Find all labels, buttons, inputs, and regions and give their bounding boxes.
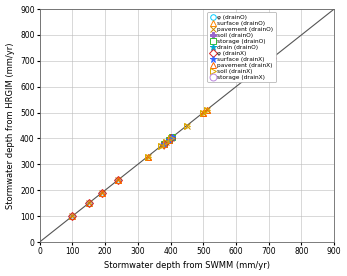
Line: storage (drainO): storage (drainO) bbox=[161, 134, 175, 147]
pavement (drainO) bbox=[116, 178, 120, 182]
pavement (drainO) bbox=[87, 201, 91, 205]
Line: φ (drainX): φ (drainX) bbox=[69, 55, 275, 219]
pavement (drainO) bbox=[201, 111, 205, 114]
pavement (drainO) bbox=[204, 108, 209, 112]
φ (drainX) bbox=[168, 137, 172, 140]
φ (drainO) bbox=[100, 191, 104, 195]
pavement (drainX) bbox=[162, 142, 166, 145]
φ (drainO) bbox=[270, 57, 274, 60]
drain (drainO) bbox=[162, 142, 166, 145]
φ (drainX) bbox=[162, 142, 166, 145]
Line: φ (drainO): φ (drainO) bbox=[69, 55, 275, 219]
φ (drainO) bbox=[116, 178, 120, 182]
Line: soil (drainO): soil (drainO) bbox=[161, 136, 173, 147]
soil (drainX) bbox=[185, 124, 189, 127]
soil (drainX) bbox=[168, 137, 172, 140]
surface (drainO) bbox=[87, 201, 91, 205]
φ (drainX) bbox=[270, 57, 274, 60]
φ (drainX) bbox=[116, 178, 120, 182]
pavement (drainO) bbox=[270, 57, 274, 60]
soil (drainX) bbox=[159, 145, 163, 148]
surface (drainO) bbox=[162, 142, 166, 145]
drain (drainO) bbox=[167, 138, 171, 141]
surface (drainO) bbox=[70, 214, 74, 218]
surface (drainX) bbox=[162, 142, 166, 145]
drain (drainO) bbox=[170, 136, 174, 139]
φ (drainO) bbox=[70, 214, 74, 218]
Line: pavement (drainX): pavement (drainX) bbox=[98, 107, 210, 196]
surface (drainX) bbox=[170, 136, 174, 139]
pavement (drainO) bbox=[145, 155, 150, 158]
Legend: φ (drainO), surface (drainO), pavement (drainO), soil (drainO), storage (drainO): φ (drainO), surface (drainO), pavement (… bbox=[208, 12, 276, 83]
storage (drainO) bbox=[167, 138, 171, 141]
pavement (drainO) bbox=[185, 124, 189, 127]
pavement (drainX) bbox=[116, 178, 120, 182]
φ (drainX) bbox=[100, 191, 104, 195]
surface (drainO) bbox=[145, 155, 150, 158]
surface (drainO) bbox=[100, 191, 104, 195]
pavement (drainO) bbox=[168, 137, 172, 140]
soil (drainO) bbox=[167, 138, 171, 141]
Line: drain (drainO): drain (drainO) bbox=[160, 134, 176, 147]
φ (drainO) bbox=[162, 142, 166, 145]
soil (drainX) bbox=[201, 111, 205, 114]
pavement (drainX) bbox=[145, 155, 150, 158]
pavement (drainX) bbox=[100, 191, 104, 195]
surface (drainO) bbox=[270, 57, 274, 60]
surface (drainO) bbox=[201, 111, 205, 114]
φ (drainX) bbox=[87, 201, 91, 205]
surface (drainO) bbox=[167, 138, 171, 141]
pavement (drainX) bbox=[204, 108, 209, 112]
soil (drainX) bbox=[145, 155, 150, 158]
Line: surface (drainX): surface (drainX) bbox=[160, 134, 176, 147]
Line: surface (drainO): surface (drainO) bbox=[69, 55, 275, 219]
soil (drainX) bbox=[204, 108, 209, 112]
pavement (drainO) bbox=[70, 214, 74, 218]
X-axis label: Stormwater depth from SWMM (mm/yr): Stormwater depth from SWMM (mm/yr) bbox=[104, 261, 270, 270]
pavement (drainX) bbox=[201, 111, 205, 114]
φ (drainX) bbox=[70, 214, 74, 218]
storage (drainO) bbox=[170, 136, 174, 139]
Y-axis label: Stormwater depth from HRGIM (mm/yr): Stormwater depth from HRGIM (mm/yr) bbox=[6, 42, 15, 209]
φ (drainO) bbox=[168, 137, 172, 140]
surface (drainX) bbox=[167, 138, 171, 141]
soil (drainO) bbox=[168, 137, 172, 140]
storage (drainO) bbox=[162, 142, 166, 145]
pavement (drainO) bbox=[100, 191, 104, 195]
pavement (drainX) bbox=[167, 138, 171, 141]
surface (drainO) bbox=[204, 108, 209, 112]
Line: soil (drainX): soil (drainX) bbox=[145, 107, 209, 159]
Line: pavement (drainO): pavement (drainO) bbox=[69, 55, 275, 219]
soil (drainX) bbox=[163, 141, 168, 144]
soil (drainO) bbox=[162, 142, 166, 145]
pavement (drainO) bbox=[159, 145, 163, 148]
pavement (drainO) bbox=[163, 141, 168, 144]
surface (drainO) bbox=[116, 178, 120, 182]
φ (drainO) bbox=[87, 201, 91, 205]
